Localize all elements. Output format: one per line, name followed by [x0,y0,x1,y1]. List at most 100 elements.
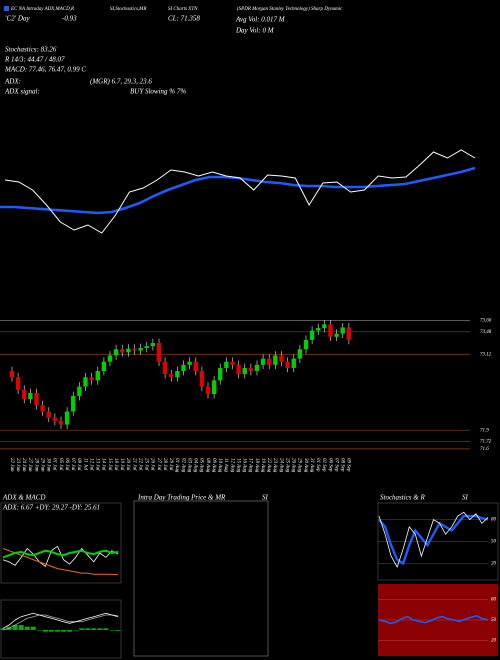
date-label: 26 Aug [291,458,296,473]
macd-hist [67,630,73,632]
candle-body [89,377,94,381]
legend-swatch [4,6,9,11]
candle-body [205,386,211,395]
date-label: 08 Sep [340,458,345,472]
candle-body [334,333,339,337]
adx-line [2,548,119,576]
info-text: ADX signal: [4,88,40,96]
candle-body [316,328,321,331]
panel-title: Intra Day Trading Price & MR [137,494,226,502]
info-text: Stochastics: 83.26 [5,46,57,54]
date-label: 02 Sep [321,458,326,472]
candle-body [58,420,64,425]
candle-body [9,371,15,378]
date-label: 04 Aug [193,458,198,473]
ma-line [0,166,476,215]
candle-body [181,364,186,372]
date-label: 30 Aug [303,458,308,473]
candle-body [113,349,119,356]
date-label: 11 Jul [82,458,87,471]
header-text: -0.93 [62,15,77,23]
signal-line [2,614,119,631]
panel-title: Stochastics & R [380,494,425,502]
date-label: 27 Jun [27,458,32,472]
panel-title: ADX & MACD [2,494,45,502]
candle-body [211,380,217,395]
stoch-tick: 20 [491,562,497,567]
date-label: 25 Jul [144,458,149,471]
panel-title: SI [262,494,269,502]
intraday-panel [133,500,269,657]
macd-hist [48,630,54,632]
date-label: 19 Aug [260,458,265,473]
candle-body [28,392,33,400]
info-text: R 14/3: 44.47 / 48.07 [4,56,65,64]
date-label: 23 Aug [272,458,277,473]
candle-body [150,343,156,347]
plus-di-line [2,549,119,559]
date-label: 12 Aug [229,458,234,473]
date-label: 01 Aug [174,458,179,473]
date-label: 22 Jul [137,458,142,471]
panel-frame [0,502,122,584]
date-label: 13 Jul [95,458,100,471]
candle-body [22,389,27,400]
date-label: 15 Jul [107,458,112,471]
candle-body [95,371,100,381]
candle-body [322,324,327,329]
date-label: 24 Jun [21,458,26,472]
candle-body [285,361,290,368]
candle-body [34,392,39,406]
date-label: 22 Jun [9,458,14,472]
candle-body [254,364,260,372]
rsi-tick: 80 [491,598,497,603]
info-text: MACD: 77.46, 76.47, 0.99 C [4,66,86,74]
date-label: 28 Jul [162,458,167,471]
info-text: ADX: [4,78,21,86]
macd-hist [0,628,6,630]
date-label: 15 Aug [235,458,240,473]
candle-body [101,361,107,372]
candle-body [126,348,131,353]
date-label: 06 Sep [327,458,332,472]
header-text: EC NA Intraday ADX,MACD,R [10,7,74,12]
date-label: 21 Jul [131,458,136,471]
candle-body [156,343,162,362]
price-label: 71.9 [480,428,489,433]
price-label: 73.66 [480,319,492,324]
candle-body [187,361,192,365]
date-label: 10 Aug [217,458,222,473]
candle-body [138,348,143,351]
candle-body [260,358,266,365]
candle-body [193,361,198,372]
macd-hist [97,628,103,630]
header-text: SI Charts XTN [168,7,198,12]
candle-body [242,367,247,375]
date-label: 05 Jul [58,458,63,471]
date-label: 14 Jul [101,458,106,471]
date-label: 18 Jul [113,458,118,471]
header-text: (SPDR Morgan Stanley Technology) Sharp D… [237,7,343,12]
date-label: 01 Sep [315,458,320,472]
candle-body [224,361,229,368]
price-label: 71.72 [480,440,492,445]
header-text: Day Vol: 0 M [235,27,275,35]
candle-body [309,330,315,340]
date-label: 18 Aug [254,458,259,473]
date-label: 23 Jun [15,458,20,472]
date-label: 31 Aug [309,458,314,473]
date-label: 24 Aug [278,458,283,473]
date-label: 09 Sep [346,458,351,472]
date-label: 07 Sep [333,458,338,472]
date-label: 01 Jul [52,458,57,471]
info-text: BUY Slowing % 7% [130,88,186,96]
date-label: 11 Aug [223,458,228,472]
macd-hist [54,630,60,632]
date-label: 29 Jul [168,458,173,471]
macd-hist [36,630,42,631]
candle-body [340,327,345,334]
minus-di-line [2,545,119,568]
date-label: 16 Aug [242,458,247,473]
macd-hist [79,628,85,630]
